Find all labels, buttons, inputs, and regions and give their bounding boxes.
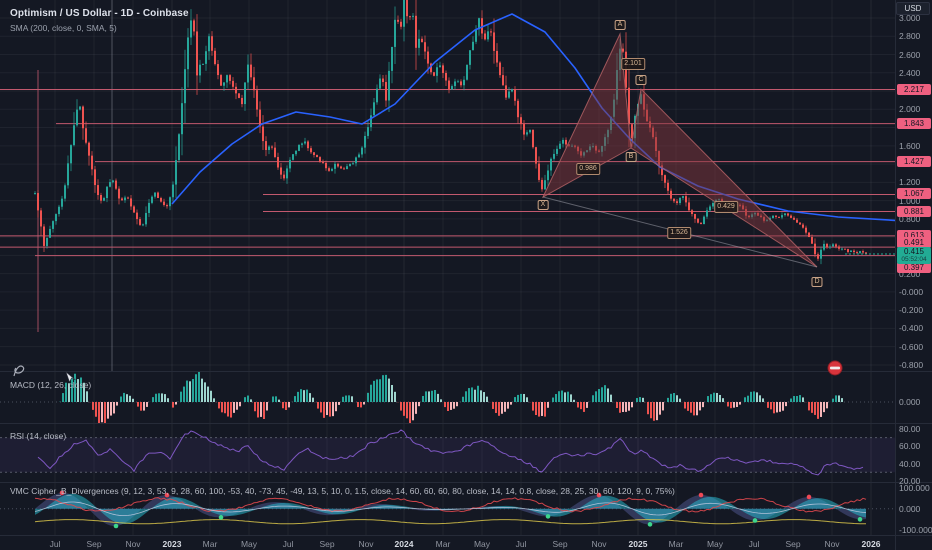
- candlestick-series: [34, 0, 867, 265]
- time-axis-year-label[interactable]: 2023: [162, 539, 182, 549]
- vmc-tick-label: 0.000: [899, 503, 921, 514]
- rsi-pane-title[interactable]: RSI (14, close): [10, 431, 67, 441]
- price-tick-label: -0.800: [899, 359, 924, 370]
- price-tick-label: -0.600: [899, 341, 924, 352]
- price-tick-label: 1.200: [899, 177, 921, 188]
- symbol-title[interactable]: Optimism / US Dollar - 1D - Coinbase: [10, 8, 189, 19]
- rsi-tick-label: 80.00: [899, 424, 921, 434]
- vmc-buy-dot: [857, 517, 863, 522]
- macd-zero-label: 0.000: [899, 397, 921, 407]
- time-axis-month-label[interactable]: Jul: [748, 539, 760, 549]
- pattern-point-label-b[interactable]: B: [625, 152, 637, 162]
- level-price-label: 0.491: [897, 236, 931, 248]
- price-pane[interactable]: [0, 0, 905, 371]
- pattern-point-label-d[interactable]: D: [811, 277, 823, 287]
- time-axis-month-label[interactable]: Jul: [49, 539, 61, 549]
- sma-indicator-title[interactable]: SMA (200, close, 0, SMA, 5): [10, 23, 117, 33]
- vmc-sell-dot: [59, 490, 65, 496]
- vmc-buy-dot: [113, 523, 119, 529]
- vmc-sell-dot: [806, 494, 812, 500]
- price-tick-label: 1.000: [899, 195, 921, 206]
- pattern-ratio-label: 2.101: [621, 58, 645, 70]
- harmonic-xabcd-pattern[interactable]: [541, 32, 818, 268]
- rsi-line: [37, 429, 864, 476]
- time-axis-month-label[interactable]: Mar: [202, 539, 218, 549]
- sma-200-line[interactable]: [171, 13, 905, 222]
- time-axis-month-label[interactable]: Nov: [125, 539, 141, 549]
- pattern-ratio-label: 1.526: [667, 227, 691, 239]
- current-price-label: 0.415 05:52:04: [897, 247, 931, 264]
- vmc-tick-label: -100.000: [899, 524, 932, 535]
- time-axis-month-label[interactable]: Sep: [319, 539, 335, 549]
- time-axis-month-label[interactable]: May: [706, 539, 724, 549]
- time-axis-month-label[interactable]: Mar: [668, 539, 684, 549]
- pattern-point-label-x[interactable]: X: [537, 200, 549, 210]
- time-axis-year-label[interactable]: 2026: [861, 539, 881, 549]
- rsi-tick-label: 60.00: [899, 441, 921, 452]
- vmc-buy-dot: [752, 518, 758, 523]
- level-price-label: 2.217: [897, 83, 931, 95]
- time-axis-month-label[interactable]: Nov: [591, 539, 607, 549]
- price-tick-label: 1.600: [899, 140, 921, 151]
- vmc-sell-dot: [698, 492, 704, 498]
- level-price-label: 0.613: [897, 230, 931, 242]
- vmc-tick-label: 100.000: [899, 482, 930, 493]
- time-axis-month-label[interactable]: Nov: [358, 539, 374, 549]
- time-axis-month-label[interactable]: May: [473, 539, 491, 549]
- price-tick-label: 2.400: [899, 67, 921, 78]
- bar-countdown: 05:52:04: [901, 256, 927, 263]
- vmc-pane-title[interactable]: VMC Cipher_B_Divergences (9, 12, 3, 53, …: [10, 486, 675, 496]
- price-tick-label: -0.000: [899, 286, 924, 297]
- vmc-sell-dot: [164, 492, 170, 498]
- level-price-label: 1.067: [897, 187, 931, 199]
- price-tick-label: 3.000: [899, 13, 921, 23]
- time-axis-month-label[interactable]: Sep: [785, 539, 801, 549]
- price-tick-label: -0.200: [899, 305, 924, 316]
- pattern-ratio-label: 0.429: [714, 201, 738, 213]
- pattern-ratio-label: 0.986: [576, 163, 600, 175]
- price-tick-label: 2.000: [899, 104, 921, 115]
- price-tick-label: 2.600: [899, 49, 921, 60]
- vmc-buy-dot: [218, 515, 224, 520]
- vmc-oscillator[interactable]: [0, 490, 895, 529]
- time-axis-month-label[interactable]: Sep: [552, 539, 568, 549]
- pattern-point-label-a[interactable]: A: [614, 20, 626, 30]
- time-axis-month-label[interactable]: Sep: [86, 539, 102, 549]
- chart-legend[interactable]: Optimism / US Dollar - 1D - Coinbase SMA…: [10, 8, 189, 33]
- time-axis-year-label[interactable]: 2024: [394, 539, 414, 549]
- level-price-label: 1.843: [897, 118, 931, 130]
- time-axis-month-label[interactable]: Nov: [824, 539, 840, 549]
- brush-drawing-icon[interactable]: [13, 365, 25, 377]
- time-axis-month-label[interactable]: Jul: [515, 539, 527, 549]
- current-price-value: 0.415: [903, 247, 925, 256]
- time-axis-year-label[interactable]: 2025: [628, 539, 648, 549]
- pattern-point-label-c[interactable]: C: [635, 75, 647, 85]
- mouse-cursor: [65, 371, 76, 383]
- time-axis-month-label[interactable]: Jul: [282, 539, 294, 549]
- macd-histogram[interactable]: [0, 371, 895, 426]
- price-tick-label: 0.800: [899, 213, 921, 224]
- price-tick-label: 2.800: [899, 31, 921, 42]
- level-price-label: 0.881: [897, 205, 931, 217]
- vmc-buy-dot: [545, 514, 551, 519]
- vmc-buy-dot: [647, 522, 653, 527]
- level-price-label: 1.427: [897, 156, 931, 168]
- time-axis-month-label[interactable]: May: [240, 539, 258, 549]
- price-tick-label: -0.400: [899, 323, 924, 334]
- rsi-tick-label: 40.00: [899, 458, 921, 469]
- currency-unit-button[interactable]: USD: [896, 2, 930, 15]
- rsi-plot[interactable]: [0, 429, 895, 476]
- macd-pane-title[interactable]: MACD (12, 26, close): [10, 380, 92, 390]
- rsi-tick-label: 20.00: [899, 475, 921, 486]
- no-entry-icon[interactable]: [827, 360, 843, 376]
- time-axis-month-label[interactable]: Mar: [435, 539, 451, 549]
- vmc-sell-dot: [596, 492, 602, 498]
- level-price-label: 0.397: [897, 261, 931, 273]
- price-tick-label: 0.200: [899, 268, 921, 279]
